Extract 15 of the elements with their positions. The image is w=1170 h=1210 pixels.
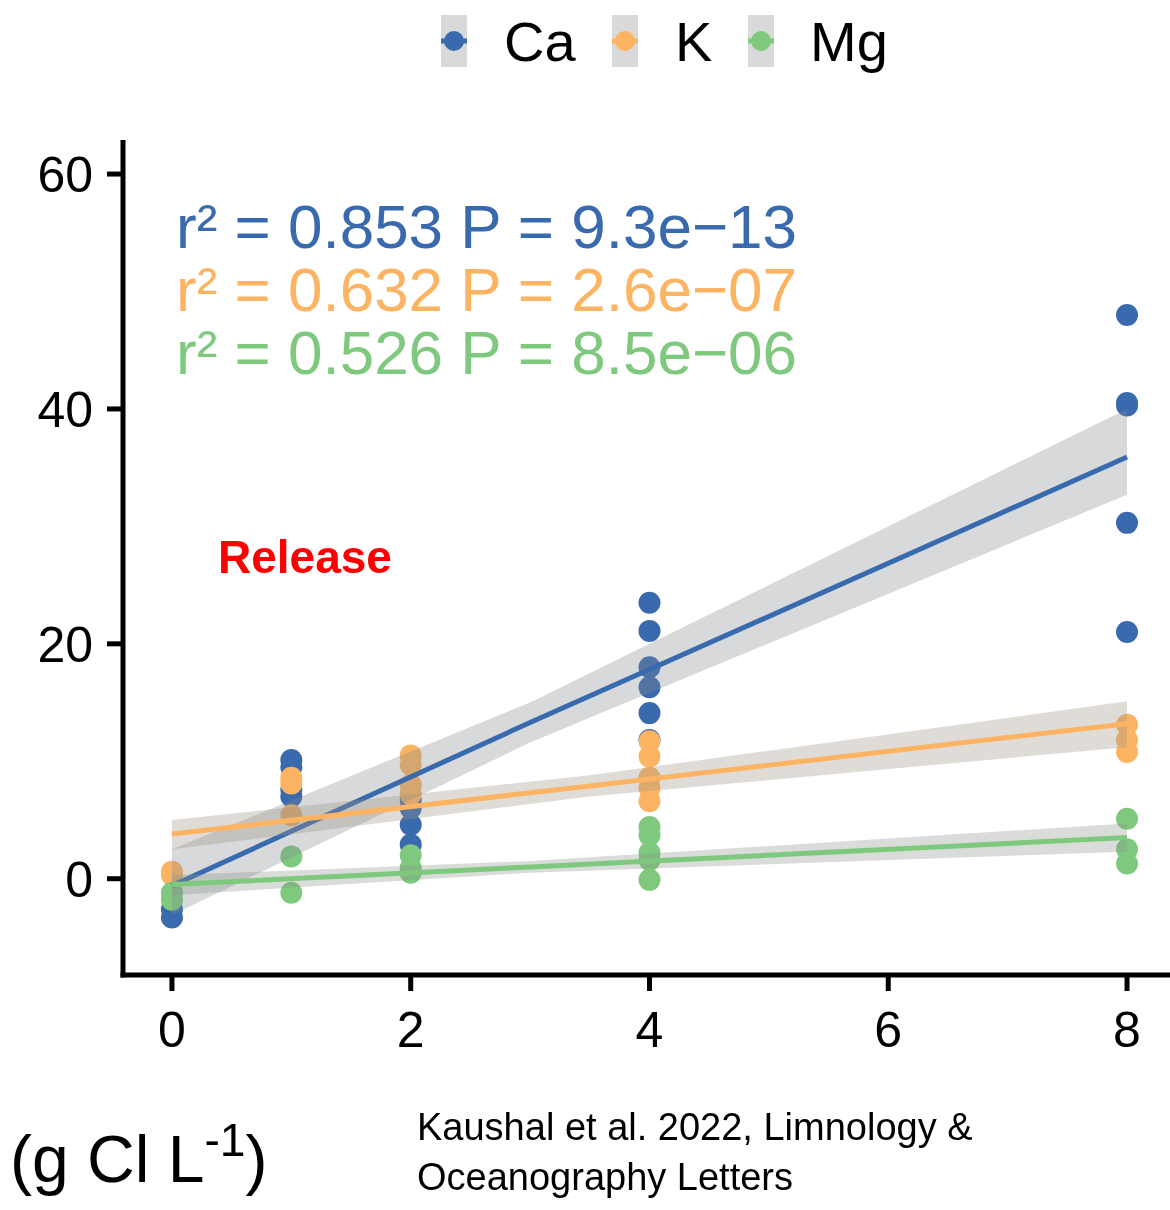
legend-label: K (675, 10, 713, 74)
x-tick-label: 6 (874, 1002, 903, 1058)
legend-label: Ca (504, 10, 577, 74)
y-tick-label: 40 (37, 381, 93, 438)
x-tick-label: 4 (635, 1002, 664, 1058)
x-tick-label: 2 (396, 1002, 425, 1058)
x-tick-label: 8 (1113, 1002, 1141, 1058)
text: Kaushal et al. 2022, Limnology & Oceanography Letters (417, 1106, 973, 1198)
annotation: Release (218, 531, 392, 583)
x-axis-title: (g Cl L$^{-1}$) (10, 1114, 268, 1196)
x-tick-label: 0 (158, 1002, 186, 1058)
y-tick-label: 0 (65, 851, 93, 908)
y-tick-label: 20 (37, 616, 93, 673)
legend-label: Mg (810, 10, 888, 74)
y-tick-label: 60 (37, 147, 93, 204)
